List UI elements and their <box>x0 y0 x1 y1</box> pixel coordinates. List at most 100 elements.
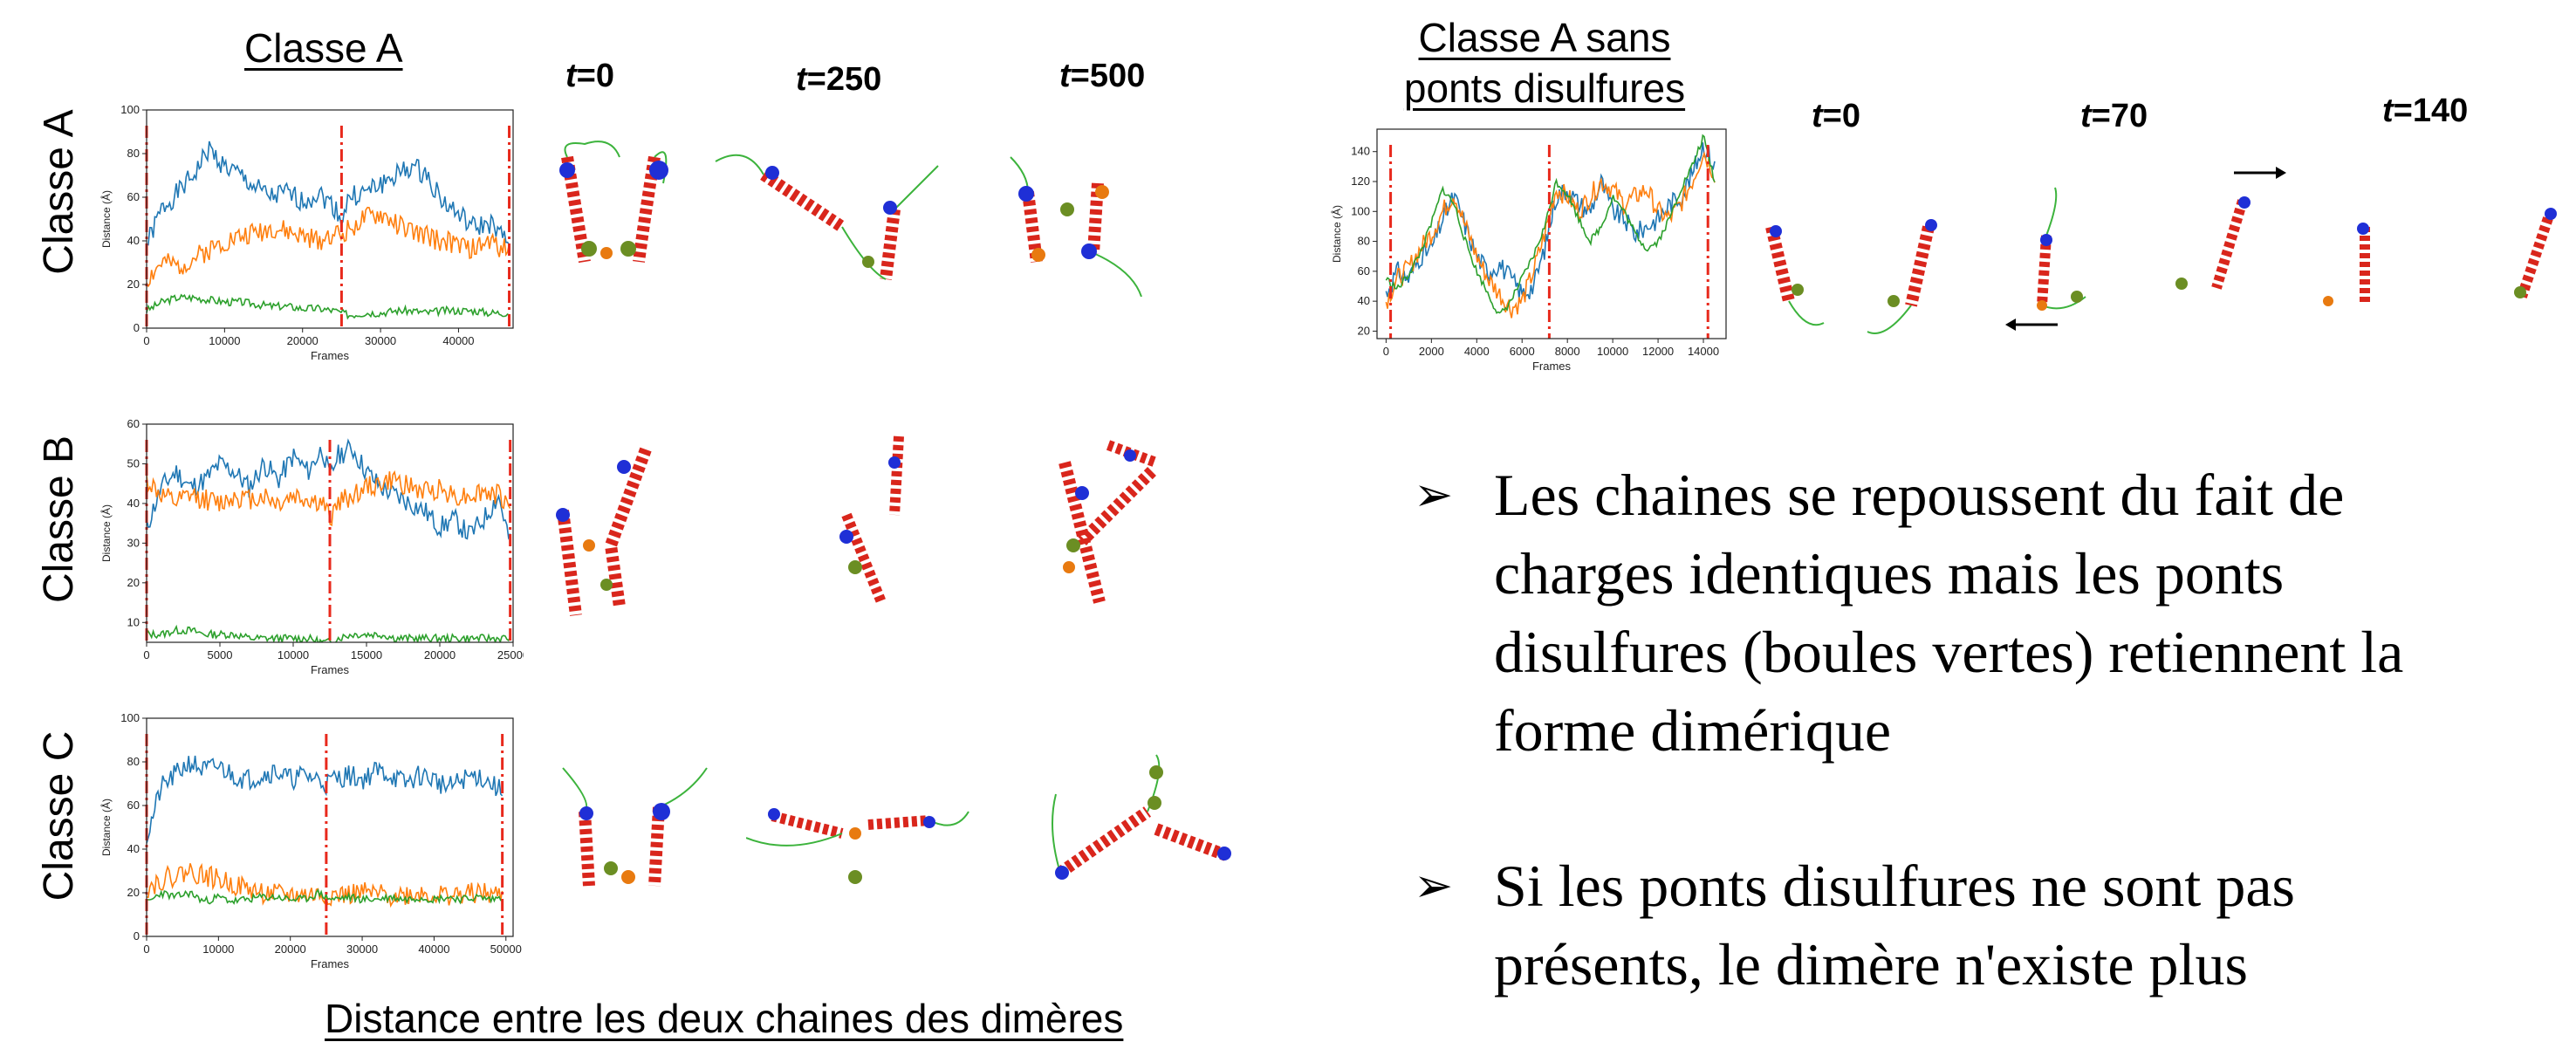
bullet-1-text: Les chaines se repoussent du fait de cha… <box>1494 462 2404 764</box>
y-tick-label: 0 <box>134 321 140 334</box>
classe-a-sans-title-line2: ponts disulfures <box>1403 65 1686 111</box>
time-label-right-1: t=70 <box>2080 98 2148 134</box>
series-line-2 <box>147 206 510 288</box>
x-tick-label: 0 <box>143 943 149 956</box>
time-label-left-0: t=0 <box>565 58 614 94</box>
molecule-sans-t0 <box>1765 219 1937 334</box>
series-line-1 <box>147 755 504 844</box>
y-tick-label: 20 <box>1358 324 1370 337</box>
x-tick-label: 15000 <box>351 648 382 662</box>
series-line-3 <box>147 624 511 642</box>
series-line-2 <box>1385 151 1716 319</box>
arrow-right-icon <box>2234 167 2286 179</box>
row-label-classe-a: Classe A <box>36 109 82 275</box>
y-tick-label: 20 <box>127 886 140 899</box>
x-tick-label: 10000 <box>1597 345 1628 358</box>
molecule-a-t500 <box>1010 156 1142 297</box>
y-tick-label: 40 <box>127 842 140 855</box>
x-tick-label: 8000 <box>1555 345 1580 358</box>
time-label-right-0: t=0 <box>1812 98 1860 134</box>
x-tick-label: 50000 <box>490 943 522 956</box>
series-line-2 <box>147 862 504 908</box>
x-tick-label: 10000 <box>202 943 234 956</box>
plot-frame <box>146 423 514 643</box>
molecule-sans-t140b <box>2514 208 2557 298</box>
classe-a-title: Classe A <box>244 25 403 71</box>
time-label-right-2: t=140 <box>2382 93 2469 129</box>
x-axis-label: Frames <box>311 957 350 970</box>
y-tick-label: 50 <box>127 456 140 470</box>
y-axis-label: Distance (Å) <box>99 504 113 562</box>
y-tick-label: 20 <box>127 278 140 291</box>
y-tick-label: 60 <box>1358 264 1370 278</box>
y-tick-label: 20 <box>127 576 140 589</box>
y-tick-label: 0 <box>134 929 140 943</box>
molecule-sans-t140a <box>2323 223 2370 306</box>
series-line-2 <box>147 470 511 527</box>
series-line-3 <box>1385 134 1716 314</box>
x-tick-label: 30000 <box>365 334 396 347</box>
arrow-left-icon <box>2005 319 2058 331</box>
classe-a-sans-title: Classe A sans ponts disulfures <box>1344 12 1745 113</box>
y-tick-label: 100 <box>120 711 140 724</box>
x-tick-label: 14000 <box>1688 345 1719 358</box>
bullet-arrow-icon: ➢ <box>1414 860 1454 912</box>
y-tick-label: 80 <box>1358 235 1370 248</box>
series-line-1 <box>147 141 510 246</box>
molecule-sans-t70 <box>2037 187 2086 311</box>
x-axis-label: Frames <box>311 349 350 362</box>
x-tick-label: 12000 <box>1642 345 1674 358</box>
row-label-classe-b: Classe B <box>36 435 82 604</box>
plot-frame <box>146 717 514 937</box>
time-label-left-2: t=500 <box>1059 58 1146 94</box>
y-tick-label: 60 <box>127 799 140 812</box>
x-tick-label: 4000 <box>1464 345 1490 358</box>
molecule-a-t250 <box>715 154 939 280</box>
x-axis-label: Frames <box>1532 360 1572 373</box>
series-line-1 <box>147 438 511 540</box>
y-tick-label: 60 <box>127 417 140 430</box>
x-tick-label: 40000 <box>442 334 474 347</box>
x-axis-label: Frames <box>311 663 350 676</box>
y-tick-label: 60 <box>127 190 140 203</box>
chart-classe-b: 0 5000 10000 15000 20000 25000 10 20 30 40 50 60 Fra… <box>99 417 524 676</box>
x-tick-label: 0 <box>143 334 149 347</box>
bottom-caption: Distance entre les deux chaines des dimè… <box>325 996 1124 1041</box>
x-tick-label: 10000 <box>277 648 309 662</box>
x-tick-label: 30000 <box>346 943 378 956</box>
y-tick-label: 100 <box>120 103 140 116</box>
molecule-b-t0 <box>556 447 652 616</box>
x-tick-label: 0 <box>143 648 149 662</box>
row-label-classe-c: Classe C <box>36 730 82 901</box>
series-line-3 <box>147 293 510 320</box>
molecule-c-t500 <box>1052 754 1231 880</box>
y-axis-label: Distance (Å) <box>99 799 113 856</box>
x-tick-label: 20000 <box>275 943 306 956</box>
molecule-c-t250 <box>746 808 969 884</box>
x-tick-label: 20000 <box>287 334 319 347</box>
x-tick-label: 10000 <box>209 334 240 347</box>
x-tick-label: 40000 <box>418 943 449 956</box>
y-tick-label: 80 <box>127 755 140 768</box>
bullet-arrow-icon: ➢ <box>1414 469 1454 521</box>
molecule-a-t0 <box>559 141 668 264</box>
y-tick-label: 120 <box>1351 175 1370 188</box>
x-tick-label: 20000 <box>424 648 456 662</box>
y-tick-label: 100 <box>1351 204 1370 217</box>
y-tick-label: 140 <box>1351 145 1370 158</box>
y-axis-label: Distance (Å) <box>99 190 113 248</box>
molecule-b-t250 <box>839 435 904 605</box>
y-tick-label: 40 <box>1358 294 1370 307</box>
plot-frame <box>1376 128 1727 339</box>
y-tick-label: 40 <box>127 497 140 510</box>
bullet-2-text: Si les ponts disulfures ne sont pas prés… <box>1494 853 2295 997</box>
chart-classe-a-sans: 0 2000 4000 6000 8000 10000 12000 14000 20 40 60 80… <box>1330 128 1727 373</box>
plot-frame <box>146 109 514 329</box>
y-tick-label: 10 <box>127 615 140 628</box>
time-label-left-1: t=250 <box>796 61 882 98</box>
series-line-3 <box>147 888 503 905</box>
x-tick-label: 25000 <box>497 648 524 662</box>
y-axis-label: Distance (Å) <box>1330 205 1343 263</box>
x-tick-label: 6000 <box>1510 345 1535 358</box>
chart-classe-a: 0 10000 20000 30000 40000 0 20 40 60 80 100 Frames D… <box>99 103 514 362</box>
